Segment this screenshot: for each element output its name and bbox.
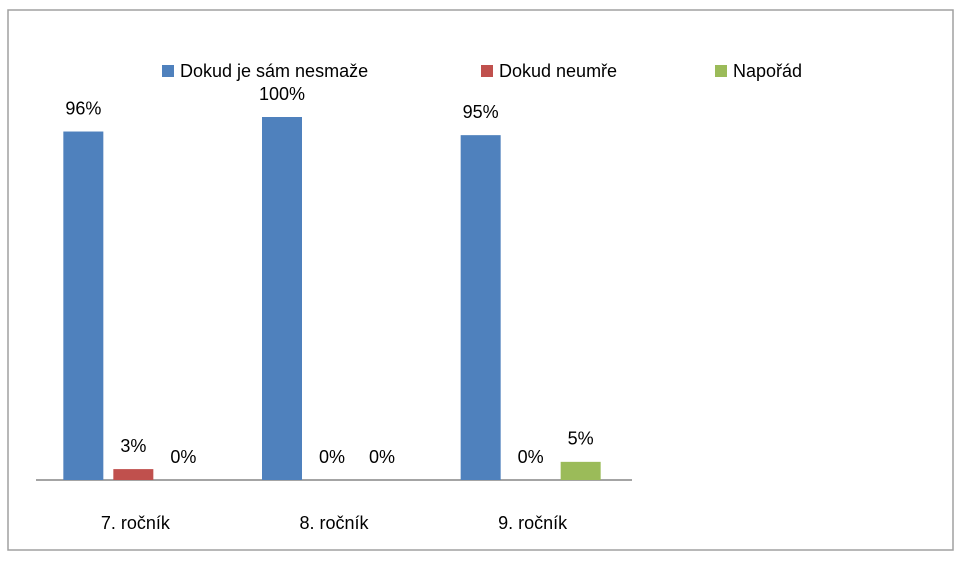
bar [63, 131, 104, 480]
data-label: 95% [463, 102, 499, 122]
bar [560, 461, 601, 480]
data-label: 0% [319, 447, 345, 467]
legend-label: Dokud neumře [499, 61, 617, 81]
data-label: 5% [568, 429, 594, 449]
legend-swatch [481, 65, 493, 77]
data-label: 0% [369, 447, 395, 467]
data-label: 3% [120, 436, 146, 456]
data-label: 0% [518, 447, 544, 467]
x-tick-label: 8. ročník [299, 513, 369, 533]
data-label: 0% [170, 447, 196, 467]
bar [113, 469, 154, 480]
legend-swatch [162, 65, 174, 77]
data-label: 100% [259, 84, 305, 104]
legend-label: Dokud je sám nesmaže [180, 61, 368, 81]
bar [460, 135, 501, 480]
data-label: 96% [65, 98, 101, 118]
bar [262, 117, 302, 480]
x-tick-label: 9. ročník [498, 513, 568, 533]
x-tick-label: 7. ročník [101, 513, 171, 533]
legend-label: Napořád [733, 61, 802, 81]
legend-swatch [715, 65, 727, 77]
